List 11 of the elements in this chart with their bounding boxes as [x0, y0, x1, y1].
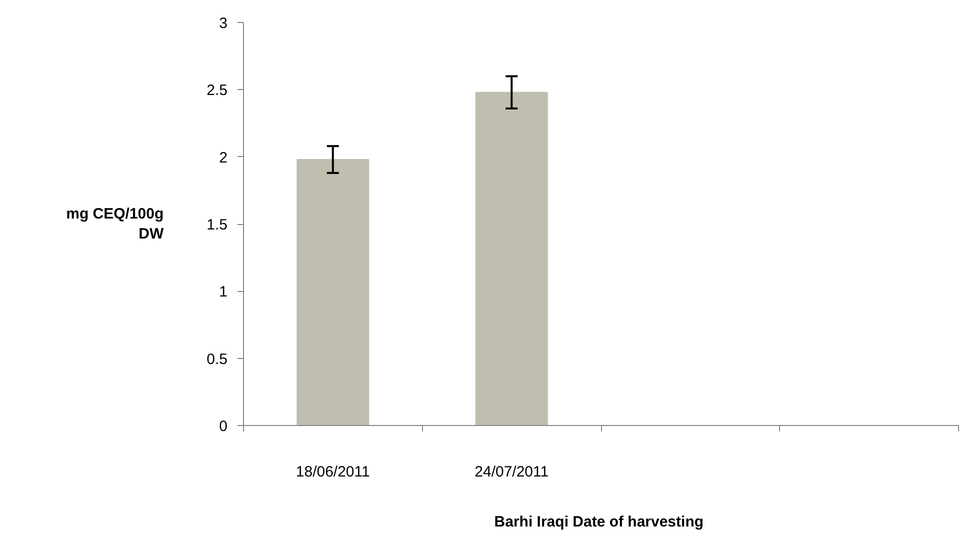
x-tick-label: 18/06/2011	[296, 464, 370, 480]
y-tick-label: 0	[219, 418, 228, 435]
y-tick-label: 0.5	[206, 350, 228, 368]
y-tick-label: 1	[219, 284, 228, 301]
y-tick-label: 2.5	[206, 82, 228, 100]
x-axis-title: Barhi Iraqi Date of harvesting	[494, 514, 704, 530]
y-tick-label: 1.5	[206, 216, 228, 234]
x-tick-label: 24/07/2011	[474, 464, 549, 480]
y-tick-label: 2	[219, 149, 228, 166]
y-axis-title: mg CEQ/100g DW	[66, 205, 164, 243]
y-tick-label: 3	[219, 15, 228, 32]
